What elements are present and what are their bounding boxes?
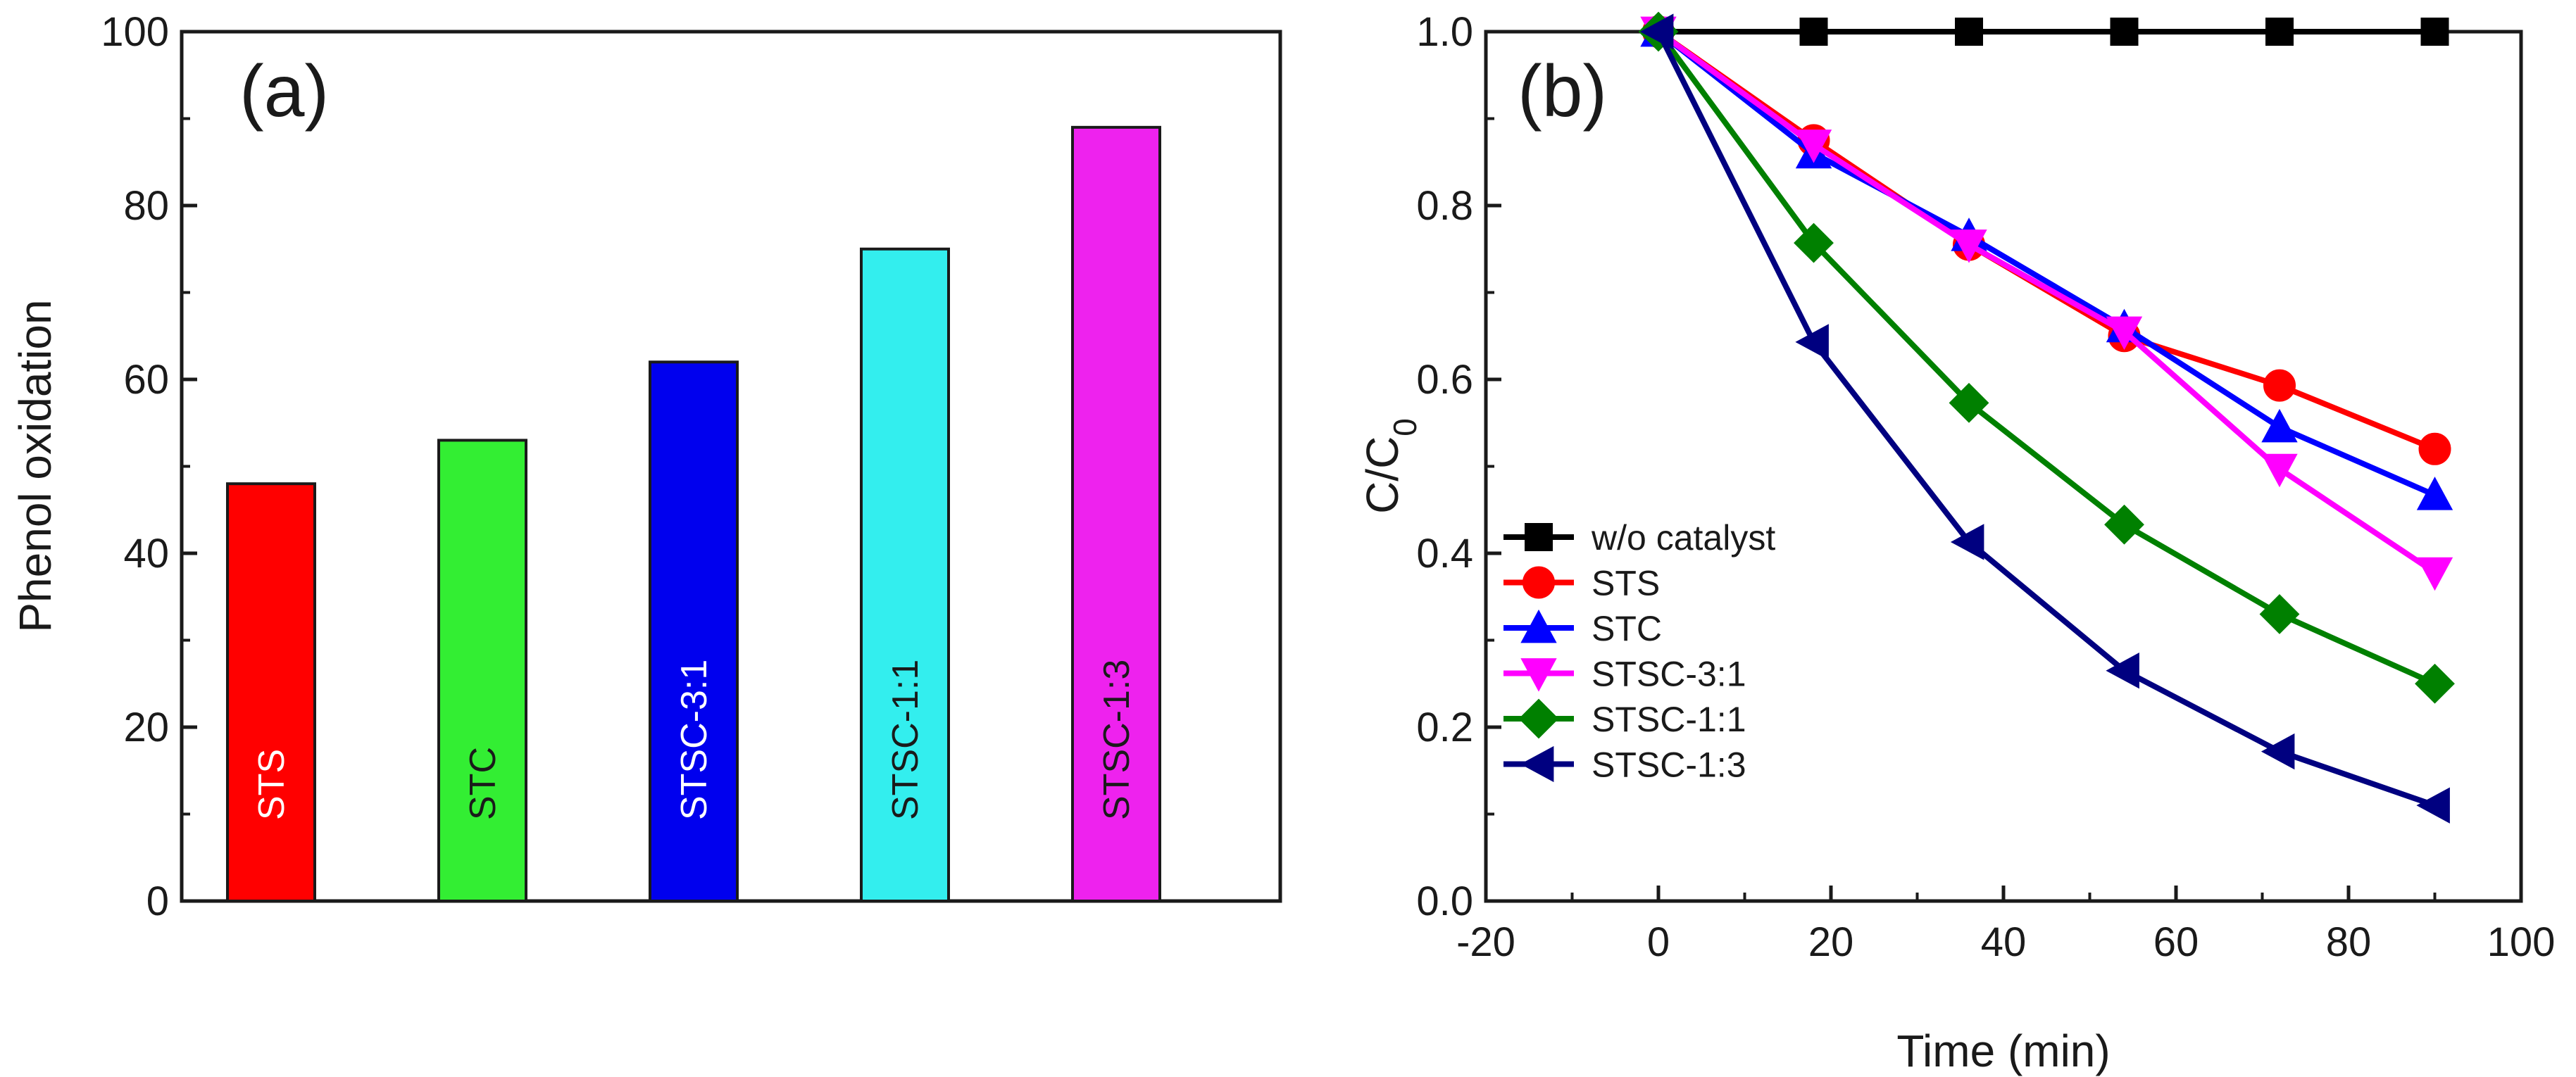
panel-b-y-tick-label: 0.0 (1416, 878, 1473, 924)
series-line-stsc-1-1 (1656, 30, 2437, 686)
panel-a-y-tick-label: 80 (123, 183, 169, 229)
data-point-stsc-3-1 (2261, 453, 2298, 488)
panel-b-y-axis: 0.0 0.2 0.4 0.6 0.8 1.0 (1416, 9, 1501, 924)
panel-b-y-axis-title: C/C0 (1357, 418, 1423, 514)
series-line-stc (1656, 29, 2437, 498)
series-stc (1640, 13, 2453, 510)
data-point-stsc-1-1 (2104, 504, 2144, 545)
data-point-stsc-1-3 (2416, 787, 2450, 824)
panel-a-y-tick-label: 60 (123, 357, 169, 403)
panel-b-x-axis-title: Time (min) (1896, 1026, 2110, 1076)
panel-b-series (1638, 11, 2455, 824)
series-line-stsc-1-3 (1656, 30, 2436, 808)
series-line-stsc-3-1 (1656, 29, 2437, 575)
data-point-stsc-3-1 (2106, 316, 2143, 351)
panel-a-y-tick-label: 0 (146, 878, 169, 924)
data-point-w-o-catalyst (2265, 18, 2294, 46)
bar-stsc-1-3 (1071, 125, 1161, 903)
data-point-stsc-3-1 (1795, 130, 1832, 163)
series-line-sts (1656, 29, 2437, 452)
bar-label-sts: STS (251, 749, 292, 820)
data-point-w-o-catalyst (2420, 18, 2449, 46)
bar-label-stsc-3-1: STSC-3:1 (674, 660, 715, 820)
panel-b-x-tick-label: 100 (2487, 919, 2556, 965)
legend-entry-stsc-1-1: STSC-1:1 (1503, 698, 1746, 739)
panel-b-x-axis: -20 0 20 40 60 80 100 (1456, 886, 2555, 965)
panel-b-label: (b) (1518, 51, 1607, 132)
data-point-w-o-catalyst (2110, 18, 2139, 46)
bar-stc (437, 439, 527, 902)
legend-entry-stsc-3-1: STSC-3:1 (1503, 655, 1746, 694)
bar-stsc-1-1 (860, 247, 950, 902)
data-point-stsc-3-1 (1951, 229, 1987, 263)
legend-entry-stsc-1-3: STSC-1:3 (1503, 745, 1746, 785)
data-point-w-o-catalyst (1799, 18, 1828, 46)
bar-label-stsc-1-3: STSC-1:3 (1096, 660, 1137, 820)
data-point-stsc-1-1 (1949, 382, 1989, 423)
series-w-o-catalyst (1644, 18, 2449, 46)
data-point-stc (2416, 477, 2453, 510)
legend-label-sts: STS (1592, 564, 1660, 603)
legend-swatch-marker (1520, 609, 1557, 643)
panel-b-x-tick-label: 60 (2153, 919, 2199, 965)
panel-b-x-tick-label: 80 (2326, 919, 2372, 965)
panel-a-y-tick-label: 100 (101, 9, 169, 55)
series-stsc-1-1 (1638, 11, 2455, 704)
panel-b-x-tick-label: 20 (1808, 919, 1854, 965)
legend-swatch-marker (1520, 745, 1554, 783)
bar-label-stc: STC (463, 747, 504, 820)
panel-b-y-tick-label: 0.8 (1416, 183, 1473, 229)
panel-a-y-tick-label: 20 (123, 705, 169, 750)
legend-entry-stc: STC (1503, 609, 1662, 648)
bar-sts (226, 482, 316, 902)
panel-a-y-axis: 0 20 40 60 80 100 (101, 9, 197, 924)
legend-swatch-marker (1520, 658, 1557, 692)
data-point-stsc-1-1 (1794, 222, 1834, 263)
panel-b-y-tick-label: 1.0 (1416, 9, 1473, 55)
data-point-sts (2263, 369, 2296, 402)
panel-a-y-tick-label: 40 (123, 531, 169, 577)
data-point-stsc-1-1 (2259, 594, 2300, 634)
panel-b-legend: w/o catalyst STS STC STSC-3:1 STSC-1:1 STSC-1… (1503, 518, 1775, 785)
data-point-w-o-catalyst (1955, 18, 1983, 46)
panel-a-y-axis-title: Phenol oxidation (10, 299, 61, 632)
legend-label-stsc-1-3: STSC-1:3 (1592, 745, 1746, 785)
panel-a-bars: STS STC STSC-3:1 STSC-1:1 STSC-1:3 (226, 125, 1161, 903)
panel-b-y-tick-label: 0.4 (1416, 531, 1473, 577)
panel-b-x-tick-label: -20 (1456, 919, 1515, 965)
legend-label-stc: STC (1592, 609, 1662, 648)
data-point-stc (2261, 408, 2298, 443)
data-point-stsc-1-3 (1639, 13, 1674, 50)
panel-b-y-tick-label: 0.6 (1416, 357, 1473, 403)
data-point-sts (2418, 432, 2451, 465)
bar-stsc-3-1 (649, 360, 739, 902)
legend-swatch-marker (1523, 566, 1555, 599)
panel-b-x-tick-label: 0 (1647, 919, 1670, 965)
panel-b-x-tick-label: 40 (1981, 919, 2027, 965)
panel-b-line-chart: 0.0 0.2 0.4 0.6 0.8 1.0 -20 0 20 40 60 80 100 w/o c… (1357, 9, 2555, 1076)
data-point-stsc-1-3 (2261, 733, 2295, 770)
data-point-stsc-1-3 (2106, 653, 2139, 689)
panel-a-label: (a) (239, 51, 329, 132)
panel-b-y-axis-title-main: C/C (1357, 436, 1408, 514)
legend-swatch-marker (1518, 698, 1559, 739)
panel-a-bar-chart: 0 20 40 60 80 100 STS STC STSC-3:1 STSC-1:1 STSC-… (10, 9, 1282, 924)
data-point-stsc-1-3 (1950, 524, 1984, 560)
legend-entry-w-o-catalyst: w/o catalyst (1503, 518, 1775, 558)
bar-label-stsc-1-1: STSC-1:1 (885, 660, 926, 820)
panel-b-y-axis-title-sub: 0 (1387, 418, 1423, 436)
legend-label-w-o-catalyst: w/o catalyst (1591, 518, 1775, 558)
legend-entry-sts: STS (1503, 564, 1660, 603)
panel-b-y-tick-label: 0.2 (1416, 705, 1473, 750)
data-point-stsc-1-1 (2415, 663, 2455, 704)
data-point-stsc-1-3 (1795, 324, 1829, 360)
legend-swatch-marker (1525, 523, 1553, 551)
legend-label-stsc-3-1: STSC-3:1 (1592, 655, 1746, 694)
data-point-stsc-3-1 (2416, 557, 2453, 591)
legend-label-stsc-1-1: STSC-1:1 (1592, 700, 1746, 739)
series-stsc-1-3 (1639, 13, 2450, 824)
